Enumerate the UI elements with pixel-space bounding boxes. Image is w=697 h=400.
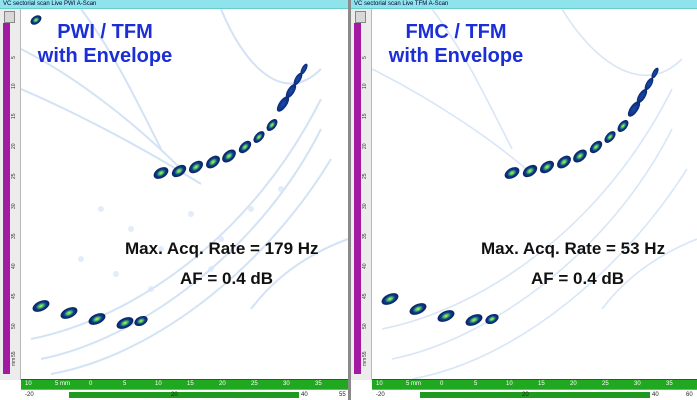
panel-divider[interactable]	[348, 0, 351, 400]
right-tfm-image[interactable]	[372, 9, 697, 380]
right-range-bar[interactable]	[420, 392, 650, 398]
left-ultrasound-image	[21, 9, 348, 380]
scale-label: 0	[89, 381, 93, 387]
ruler-tick: 20	[362, 143, 368, 149]
right-scan-panel: VC sectorial scan Live TFM A-Scan 5 10 1…	[351, 0, 697, 400]
ruler-tick: 5	[362, 56, 368, 59]
scale-label: 10	[506, 381, 513, 387]
scale-label: 30	[634, 381, 641, 387]
ruler-tick: 55	[362, 351, 368, 357]
scale-label: 20	[570, 381, 577, 387]
range-label: 20	[522, 392, 529, 398]
right-acq-rate: Max. Acq. Rate = 53 Hz	[481, 239, 666, 258]
scale-label: 35	[315, 381, 322, 387]
left-range-bar[interactable]	[69, 392, 299, 398]
ruler-unit: mm	[362, 357, 368, 366]
left-ruler-track	[3, 23, 10, 374]
ruler-tick: 35	[11, 233, 17, 239]
ruler-tick: 10	[11, 83, 17, 89]
ruler-tick: 45	[11, 293, 17, 299]
ruler-tick: 40	[11, 263, 17, 269]
right-ultrasound-image	[372, 9, 697, 380]
right-lateral-scale[interactable]: 10 5 mm 0 5 10 15 20 25 30 35	[372, 379, 697, 390]
right-heading: FMC / TFM with Envelope	[381, 20, 531, 68]
ruler-tick: 40	[362, 263, 368, 269]
scale-label: 15	[187, 381, 194, 387]
scale-label: 10	[155, 381, 162, 387]
right-heading-line1: FMC / TFM	[405, 21, 507, 43]
range-label: -20	[25, 392, 34, 398]
scale-label: 10	[376, 381, 383, 387]
scale-label: 0	[440, 381, 444, 387]
range-label: 60	[686, 392, 693, 398]
right-heading-line2: with Envelope	[388, 45, 524, 67]
right-range-slider[interactable]: -20 20 40 60	[372, 389, 697, 400]
scale-label: 5 mm	[406, 381, 421, 387]
left-tfm-image[interactable]	[21, 9, 348, 380]
left-scan-panel: VC sectorial scan Live PWI A-Scan 5 10 1…	[0, 0, 348, 400]
ruler-tick: 30	[11, 203, 17, 209]
ruler-tick: 50	[11, 323, 17, 329]
right-depth-ruler[interactable]: 5 10 15 20 25 30 35 40 45 50 55 mm	[351, 9, 372, 380]
left-acq-rate: Max. Acq. Rate = 179 Hz	[125, 239, 319, 258]
scale-label: 30	[283, 381, 290, 387]
left-window-title[interactable]: VC sectorial scan Live PWI A-Scan	[0, 0, 348, 9]
range-label: 20	[171, 392, 178, 398]
left-af-value: AF = 0.4 dB	[180, 269, 274, 288]
ruler-tick: 30	[362, 203, 368, 209]
scale-label: 15	[538, 381, 545, 387]
scale-label: 5 mm	[55, 381, 70, 387]
scale-label: 10	[25, 381, 32, 387]
scale-label: 35	[666, 381, 673, 387]
ruler-tick: 45	[362, 293, 368, 299]
scale-label: 20	[219, 381, 226, 387]
ruler-tick: 10	[362, 83, 368, 89]
range-label: 40	[301, 392, 308, 398]
ruler-tick: 35	[362, 233, 368, 239]
ruler-tick: 20	[11, 143, 17, 149]
left-depth-ruler[interactable]: 5 10 15 20 25 30 35 40 45 50 55 mm	[0, 9, 21, 380]
right-ruler-handle[interactable]	[355, 11, 366, 23]
scale-label: 25	[251, 381, 258, 387]
scale-label: 25	[602, 381, 609, 387]
right-af-value: AF = 0.4 dB	[531, 269, 625, 288]
ruler-tick: 50	[362, 323, 368, 329]
left-range-slider[interactable]: -20 20 40 55	[21, 389, 348, 400]
scale-label: 5	[474, 381, 478, 387]
ruler-tick: 25	[362, 173, 368, 179]
ruler-tick: 25	[11, 173, 17, 179]
ruler-tick: 55	[11, 351, 17, 357]
left-ruler-handle[interactable]	[4, 11, 15, 23]
right-window-title[interactable]: VC sectorial scan Live TFM A-Scan	[351, 0, 697, 9]
ruler-tick: 15	[11, 113, 17, 119]
left-heading: PWI / TFM with Envelope	[30, 20, 180, 68]
range-label: 55	[339, 392, 346, 398]
scale-label: 5	[123, 381, 127, 387]
right-ruler-track	[354, 23, 361, 374]
left-heading-line2: with Envelope	[37, 45, 173, 67]
ruler-tick: 5	[11, 56, 17, 59]
ruler-tick: 15	[362, 113, 368, 119]
range-label: 40	[652, 392, 659, 398]
range-label: -20	[376, 392, 385, 398]
left-heading-line1: PWI / TFM	[57, 21, 153, 43]
left-lateral-scale[interactable]: 10 5 mm 0 5 10 15 20 25 30 35	[21, 379, 348, 390]
ruler-unit: mm	[11, 357, 17, 366]
